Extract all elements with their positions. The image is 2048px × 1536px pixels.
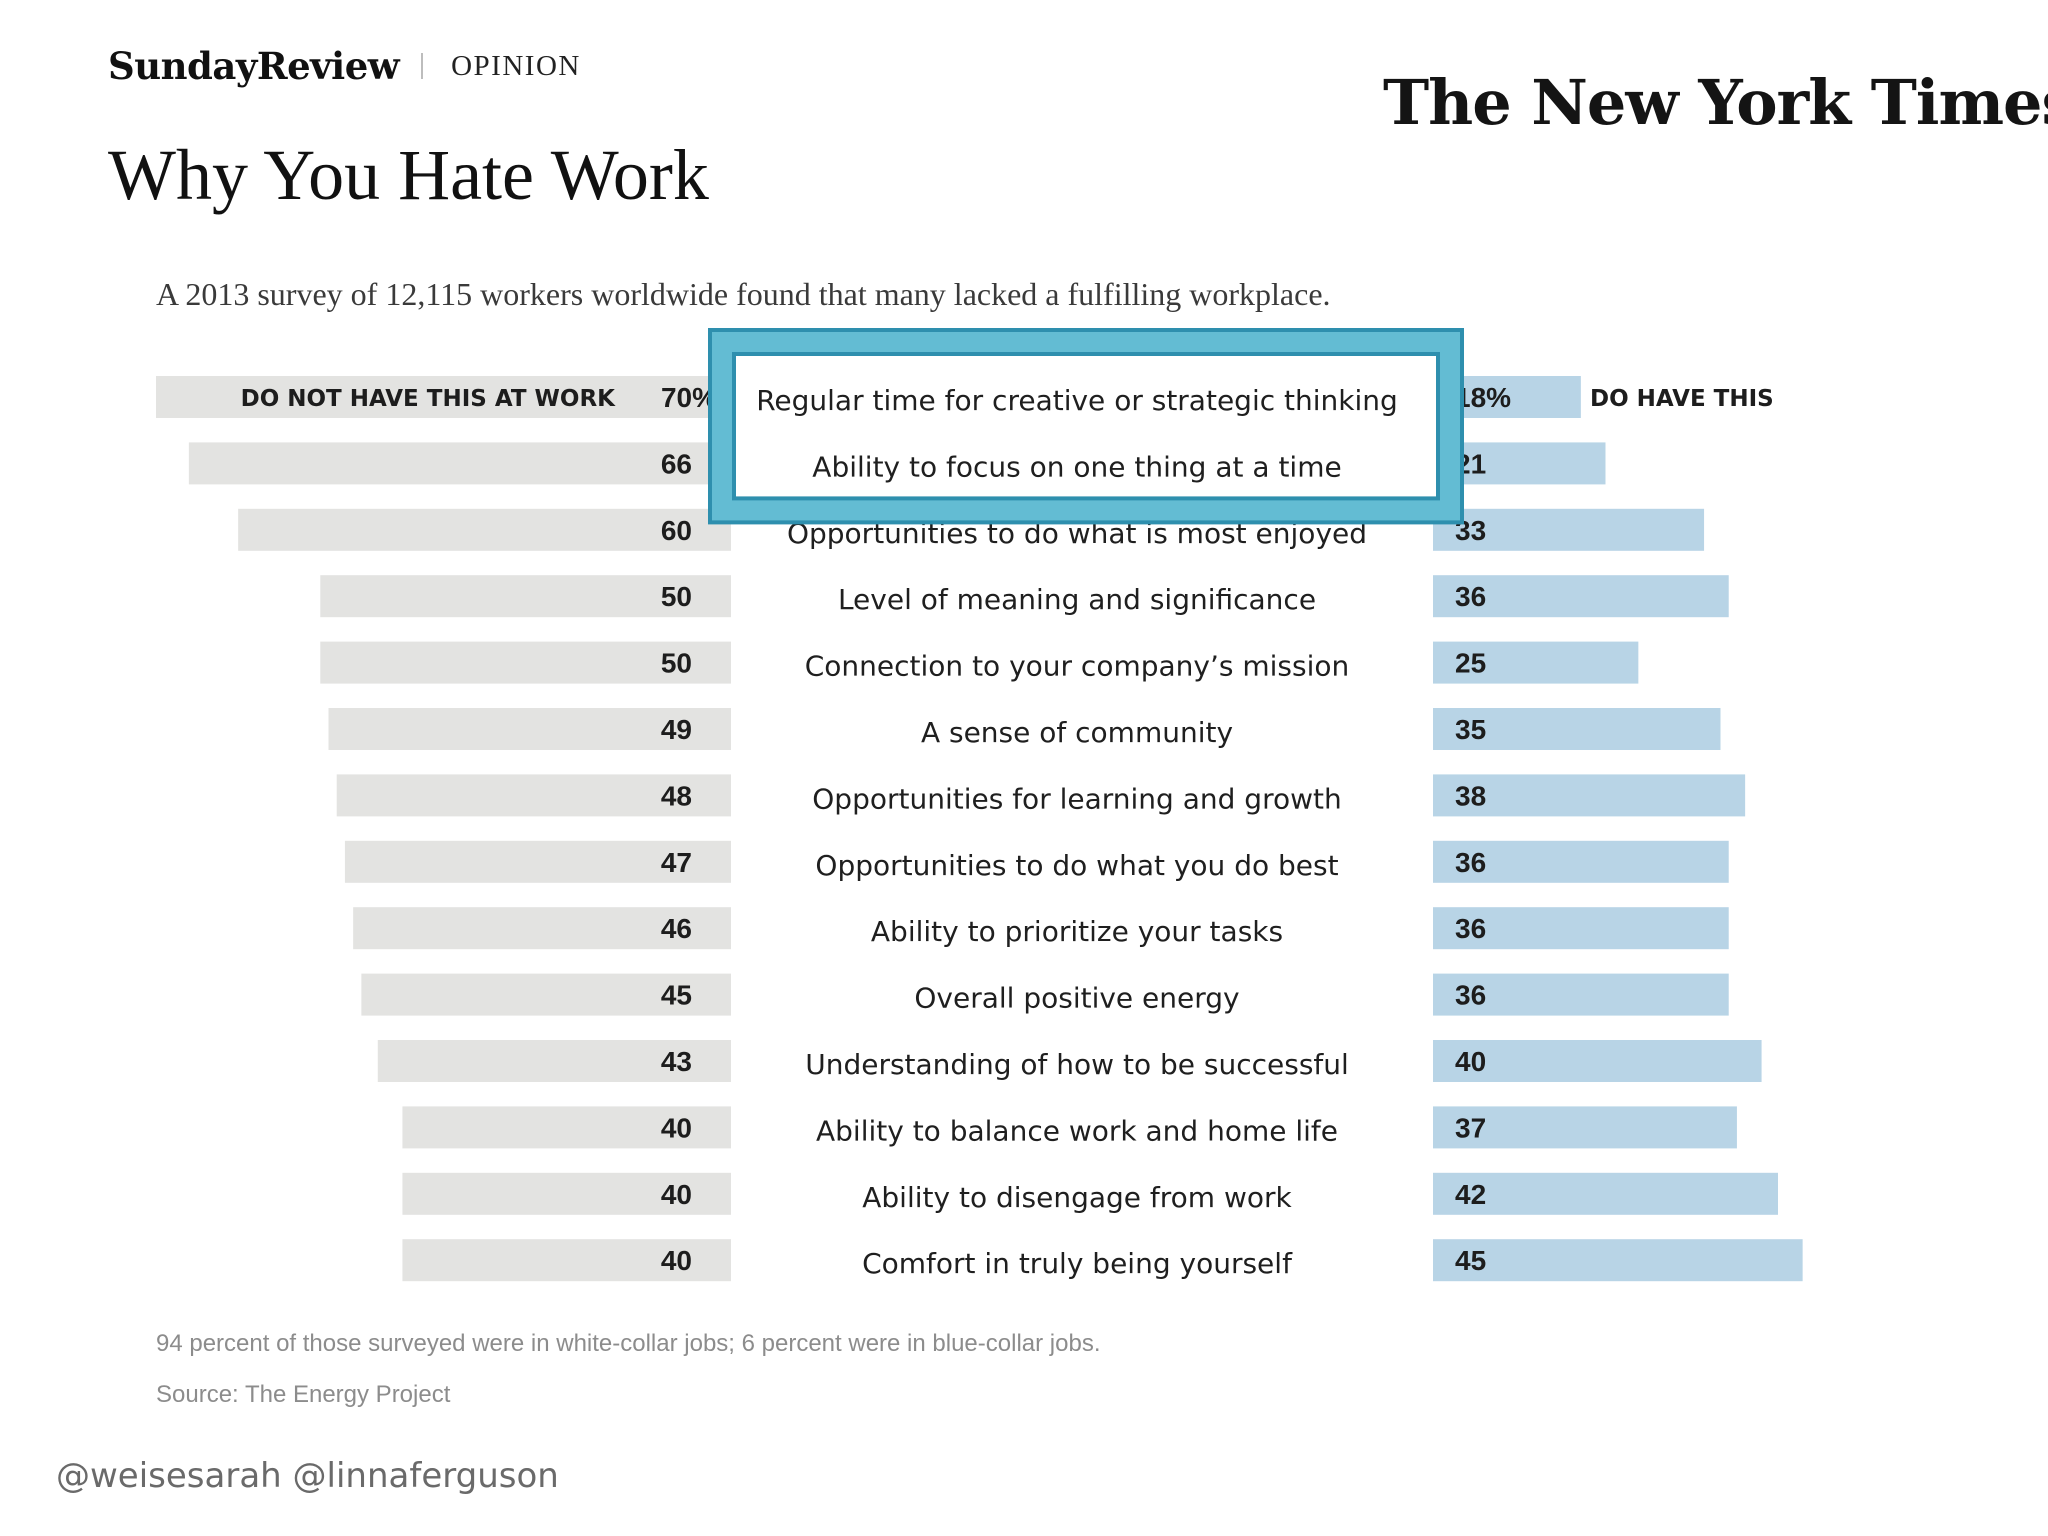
left-value-label: 43 xyxy=(661,1046,692,1077)
right-bar xyxy=(1433,1239,1803,1282)
category-label: Opportunities for learning and growth xyxy=(812,782,1341,815)
right-value-label: 36 xyxy=(1455,581,1486,612)
category-label: Ability to balance work and home life xyxy=(816,1114,1338,1147)
right-value-label: 35 xyxy=(1455,714,1486,745)
left-bar xyxy=(344,840,731,883)
left-bar xyxy=(402,1239,731,1282)
category-label: Connection to your company’s mission xyxy=(805,650,1350,683)
section-header: SundayReview OPINION xyxy=(108,44,581,88)
right-bar xyxy=(1433,840,1729,883)
right-value-label: 37 xyxy=(1455,1112,1486,1143)
left-value-label: 49 xyxy=(661,714,692,745)
left-value-label: 70% xyxy=(661,382,717,413)
highlighted-category-label: Regular time for creative or strategic t… xyxy=(756,384,1398,417)
left-value-label: 47 xyxy=(661,847,692,878)
right-bar xyxy=(1433,508,1705,551)
section-kicker: OPINION xyxy=(451,49,581,82)
right-value-label: 36 xyxy=(1455,980,1486,1011)
right-value-label: 45 xyxy=(1455,1245,1486,1276)
right-bar xyxy=(1433,575,1729,618)
highlight-box-inner xyxy=(712,332,1460,521)
right-bar xyxy=(1433,973,1729,1016)
page-title: Why You Hate Work xyxy=(108,135,709,215)
category-label: Comfort in truly being yourself xyxy=(862,1247,1293,1280)
left-value-label: 48 xyxy=(661,780,692,811)
left-bar xyxy=(402,1172,731,1215)
left-value-label: 45 xyxy=(661,980,692,1011)
section-divider xyxy=(421,53,424,79)
left-value-label: 46 xyxy=(661,913,692,944)
left-bar xyxy=(188,442,731,485)
right-value-label: 36 xyxy=(1455,847,1486,878)
right-axis-label: DO HAVE THIS xyxy=(1590,386,1774,412)
chart-subtitle: A 2013 survey of 12,115 workers worldwid… xyxy=(156,276,1331,312)
left-bar xyxy=(361,973,731,1016)
left-bar xyxy=(238,508,731,551)
right-bar xyxy=(1433,774,1746,817)
highlighted-category-label: Ability to focus on one thing at a time xyxy=(812,450,1341,483)
left-bar xyxy=(320,641,731,684)
category-label: Level of meaning and significance xyxy=(838,583,1316,616)
left-value-label: 40 xyxy=(661,1112,692,1143)
category-label: Ability to prioritize your tasks xyxy=(871,915,1283,948)
left-value-label: 50 xyxy=(661,581,692,612)
left-value-label: 40 xyxy=(661,1245,692,1276)
category-label: Ability to disengage from work xyxy=(862,1181,1292,1214)
left-bar xyxy=(328,708,731,750)
right-value-label: 40 xyxy=(1455,1046,1486,1077)
left-value-label: 60 xyxy=(661,515,692,546)
right-bar xyxy=(1433,907,1729,950)
section-name: SundayReview xyxy=(108,44,400,88)
right-value-label: 42 xyxy=(1455,1179,1486,1210)
category-label: A sense of community xyxy=(921,716,1233,749)
left-value-label: 50 xyxy=(661,648,692,679)
left-bar xyxy=(156,376,731,418)
category-label: Understanding of how to be successful xyxy=(805,1048,1349,1081)
right-bar xyxy=(1433,641,1639,684)
chart-footnote: 94 percent of those surveyed were in whi… xyxy=(156,1330,1101,1357)
right-value-label: 18% xyxy=(1455,382,1511,413)
left-bar xyxy=(336,774,731,817)
right-bar xyxy=(1433,1040,1762,1082)
right-value-label: 25 xyxy=(1455,648,1486,679)
category-label: Opportunities to do what you do best xyxy=(815,849,1338,882)
category-label: Overall positive energy xyxy=(914,982,1239,1015)
left-value-label: 66 xyxy=(661,448,692,479)
right-value-label: 36 xyxy=(1455,913,1486,944)
left-value-label: 40 xyxy=(661,1179,692,1210)
left-axis-label: DO NOT HAVE THIS AT WORK xyxy=(241,386,617,412)
right-bar xyxy=(1433,1172,1778,1215)
author-credit: @weisesarah @linnaferguson xyxy=(56,1456,559,1496)
nyt-logo: The New York Times xyxy=(1383,66,2048,139)
diverging-bar-chart: 70% 18% Regular time for creative or strat… xyxy=(156,328,1803,1282)
right-bar xyxy=(1433,708,1721,750)
right-bar xyxy=(1433,1106,1737,1149)
right-value-label: 38 xyxy=(1455,780,1486,811)
left-bar xyxy=(320,575,731,618)
left-bar xyxy=(377,1040,731,1082)
highlight-box-fill xyxy=(737,357,1435,496)
left-bar xyxy=(353,907,731,950)
left-bar xyxy=(402,1106,731,1149)
chart-source: Source: The Energy Project xyxy=(156,1381,451,1408)
